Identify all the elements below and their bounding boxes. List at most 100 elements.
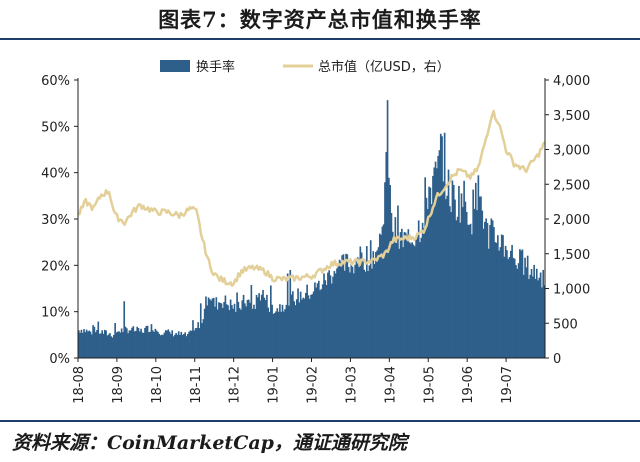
turnover-bar bbox=[149, 331, 151, 358]
turnover-bar bbox=[495, 242, 498, 358]
turnover-bar bbox=[215, 297, 218, 358]
turnover-bar bbox=[90, 334, 93, 358]
turnover-bar bbox=[295, 299, 298, 358]
turnover-bar bbox=[127, 333, 129, 358]
turnover-bar bbox=[542, 269, 545, 358]
turnover-bar bbox=[109, 333, 111, 358]
turnover-bar bbox=[513, 258, 516, 358]
turnover-bar bbox=[310, 294, 312, 358]
turnover-bar bbox=[420, 237, 423, 358]
turnover-bar bbox=[354, 264, 356, 358]
turnover-bar bbox=[376, 250, 379, 358]
left-tick-label: 60% bbox=[41, 74, 70, 89]
turnover-bar bbox=[397, 205, 399, 358]
turnover-bar bbox=[85, 329, 88, 358]
x-tick-label: 19-05 bbox=[422, 366, 437, 404]
turnover-bar bbox=[411, 242, 414, 358]
turnover-bar bbox=[433, 167, 436, 358]
turnover-bar bbox=[116, 331, 119, 358]
turnover-bar bbox=[267, 307, 270, 358]
turnover-bar bbox=[371, 268, 373, 358]
turnover-bar bbox=[512, 257, 515, 358]
left-tick-label: 10% bbox=[41, 306, 70, 321]
chart-axes: 0% 10% 20% 30% 40% 50% 60% 0 500 1,000 1,500 2,000 2… bbox=[41, 74, 590, 404]
turnover-bar bbox=[98, 333, 101, 358]
turnover-bar bbox=[456, 216, 459, 358]
turnover-bar bbox=[173, 334, 176, 358]
turnover-bar bbox=[247, 299, 250, 358]
turnover-bar bbox=[473, 208, 476, 358]
turnover-bar bbox=[216, 309, 219, 358]
turnover-bar bbox=[102, 333, 105, 358]
turnover-bar bbox=[96, 330, 98, 358]
turnover-bar bbox=[417, 220, 420, 358]
turnover-bar bbox=[186, 334, 189, 358]
turnover-bar bbox=[159, 335, 162, 358]
turnover-bar bbox=[464, 201, 467, 358]
turnover-bar bbox=[258, 293, 260, 358]
turnover-bar bbox=[506, 250, 508, 358]
turnover-bar bbox=[192, 320, 194, 358]
turnover-bar bbox=[205, 296, 207, 358]
turnover-bar bbox=[126, 328, 128, 358]
turnover-bar bbox=[151, 330, 154, 358]
turnover-bar bbox=[183, 333, 185, 358]
turnover-bar bbox=[210, 300, 212, 358]
turnover-bar bbox=[103, 329, 106, 358]
turnover-bar bbox=[330, 283, 333, 358]
turnover-bar bbox=[79, 332, 81, 358]
turnover-bar bbox=[402, 247, 404, 358]
turnover-bar bbox=[157, 331, 159, 358]
turnover-bar bbox=[459, 222, 462, 358]
turnover-bar bbox=[384, 182, 386, 358]
turnover-bar bbox=[145, 325, 148, 358]
turnover-bar bbox=[164, 330, 167, 358]
turnover-bar bbox=[484, 221, 486, 358]
turnover-bar bbox=[314, 282, 316, 358]
turnover-bar bbox=[406, 238, 408, 358]
turnover-bar bbox=[118, 331, 120, 358]
turnover-bar bbox=[419, 242, 421, 358]
turnover-bar bbox=[275, 311, 277, 358]
turnover-bar bbox=[541, 287, 543, 358]
turnover-bar bbox=[123, 301, 126, 358]
turnover-bar bbox=[288, 305, 290, 358]
turnover-bar bbox=[203, 308, 206, 358]
x-tick-label: 18-09 bbox=[111, 366, 126, 404]
turnover-bar bbox=[92, 325, 94, 358]
turnover-bar bbox=[231, 305, 233, 358]
turnover-bar bbox=[407, 229, 410, 358]
right-tick-label: 3,500 bbox=[553, 109, 590, 124]
turnover-bar bbox=[445, 199, 447, 358]
turnover-bar bbox=[332, 276, 334, 358]
turnover-bar bbox=[97, 321, 100, 358]
turnover-bar bbox=[158, 333, 161, 358]
turnover-bar bbox=[486, 222, 489, 358]
turnover-bar bbox=[293, 301, 295, 358]
turnover-bar bbox=[408, 242, 411, 358]
turnover-bar bbox=[373, 263, 376, 358]
turnover-bar bbox=[461, 207, 464, 358]
turnover-bar bbox=[421, 222, 424, 358]
turnover-bar bbox=[509, 250, 512, 358]
turnover-bar bbox=[137, 328, 140, 358]
turnover-bar bbox=[223, 302, 225, 358]
turnover-bar bbox=[167, 329, 170, 358]
turnover-bar bbox=[360, 252, 363, 358]
turnover-bar bbox=[286, 273, 289, 358]
turnover-bar bbox=[342, 254, 345, 358]
turnover-bar bbox=[478, 196, 481, 358]
turnover-bar bbox=[273, 312, 276, 358]
turnover-bar bbox=[177, 331, 180, 358]
turnover-bar bbox=[133, 331, 136, 358]
turnover-bar bbox=[297, 288, 299, 358]
turnover-bar bbox=[517, 263, 520, 358]
turnover-bar bbox=[228, 310, 231, 358]
turnover-bar bbox=[254, 308, 257, 358]
turnover-bar bbox=[539, 272, 542, 358]
turnover-bar bbox=[307, 295, 310, 358]
turnover-bar bbox=[394, 217, 397, 358]
right-tick-label: 2,000 bbox=[553, 213, 590, 228]
right-tick-label: 1,500 bbox=[553, 248, 590, 263]
source-divider bbox=[0, 420, 640, 422]
